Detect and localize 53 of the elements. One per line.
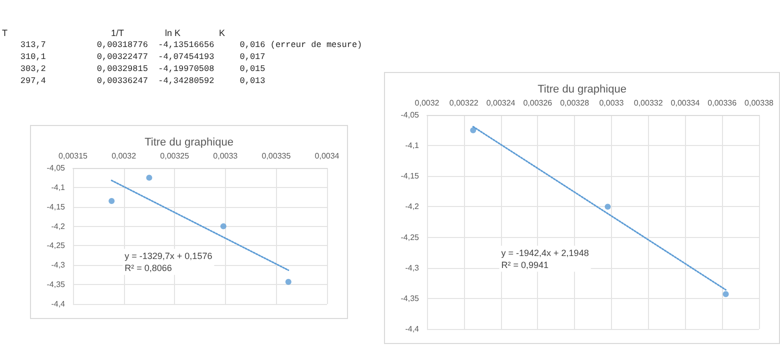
text: 313,7 0,00318776 -4,13516656 0,016 (erreur de mesure) xyxy=(20,40,362,50)
x-tick-label: 0,00324 xyxy=(486,98,516,108)
x-tick-label: 0,00334 xyxy=(670,98,700,108)
point xyxy=(604,204,611,210)
y-tick-label: -4,15 xyxy=(46,202,66,212)
annotation: R² = 0,9941 xyxy=(501,260,549,270)
point xyxy=(108,198,115,204)
x-tick-label: 0,00332 xyxy=(634,98,664,108)
point xyxy=(470,127,476,134)
x-tick-label: 0,0033 xyxy=(599,98,624,108)
x-tick-label: 0,00338 xyxy=(744,98,774,108)
text: 303,2 0,00329815 -4,19970508 0,015 xyxy=(20,64,266,74)
text: 1/T xyxy=(111,28,124,38)
x-tick-label: 0,00335 xyxy=(262,152,292,160)
y-tick-label: -4,1 xyxy=(51,182,66,192)
y-tick-label: -4,4 xyxy=(405,324,420,334)
y-tick-label: -4,25 xyxy=(46,241,66,250)
text: 297,4 0,00336247 -4,34280592 0,013 xyxy=(20,76,266,86)
x-tick-label: 0,00315 xyxy=(58,152,88,160)
text: K xyxy=(219,28,226,38)
x-tick-label: 0,0034 xyxy=(314,152,340,160)
text: ln K xyxy=(165,28,181,38)
y-tick-label: -4,3 xyxy=(405,263,420,272)
x-tick-label: 0,00325 xyxy=(160,152,190,160)
chart-title: Titre du graphique xyxy=(538,84,626,96)
text: 310,1 0,00322477 -4,07454193 0,017 xyxy=(20,52,266,62)
annotation: R² = 0,8066 xyxy=(124,262,172,273)
y-tick-label: -4,4 xyxy=(51,300,66,308)
y-tick-label: -4,25 xyxy=(400,232,420,242)
annotation: y = -1329,7x + 0,1576 xyxy=(124,250,212,261)
y-tick-label: -4,2 xyxy=(405,202,420,212)
x-tick-label: 0,00322 xyxy=(449,98,479,108)
y-tick-label: -4,35 xyxy=(46,280,66,290)
y-tick-label: -4,35 xyxy=(400,294,420,303)
point xyxy=(285,278,292,285)
annotation: y = -1942,4x + 2,1948 xyxy=(501,248,589,258)
y-tick-label: -4,05 xyxy=(400,110,420,120)
point xyxy=(146,174,152,181)
x-tick-label: 0,0032 xyxy=(414,98,440,108)
x-tick-label: 0,00336 xyxy=(708,98,738,108)
point xyxy=(722,291,729,298)
point xyxy=(220,223,226,230)
x-tick-label: 0,0033 xyxy=(213,152,238,160)
chart-title: Titre du graphique xyxy=(144,136,234,148)
y-tick-label: -4,3 xyxy=(51,260,66,270)
x-tick-label: 0,00328 xyxy=(560,98,590,108)
y-tick-label: -4,2 xyxy=(51,222,66,231)
y-tick-label: -4,05 xyxy=(46,164,66,172)
x-tick-label: 0,0032 xyxy=(112,152,137,160)
x-tick-label: 0,00326 xyxy=(523,98,553,108)
y-tick-label: -4,1 xyxy=(405,141,420,150)
text: T xyxy=(2,28,8,38)
y-tick-label: -4,15 xyxy=(400,172,420,181)
